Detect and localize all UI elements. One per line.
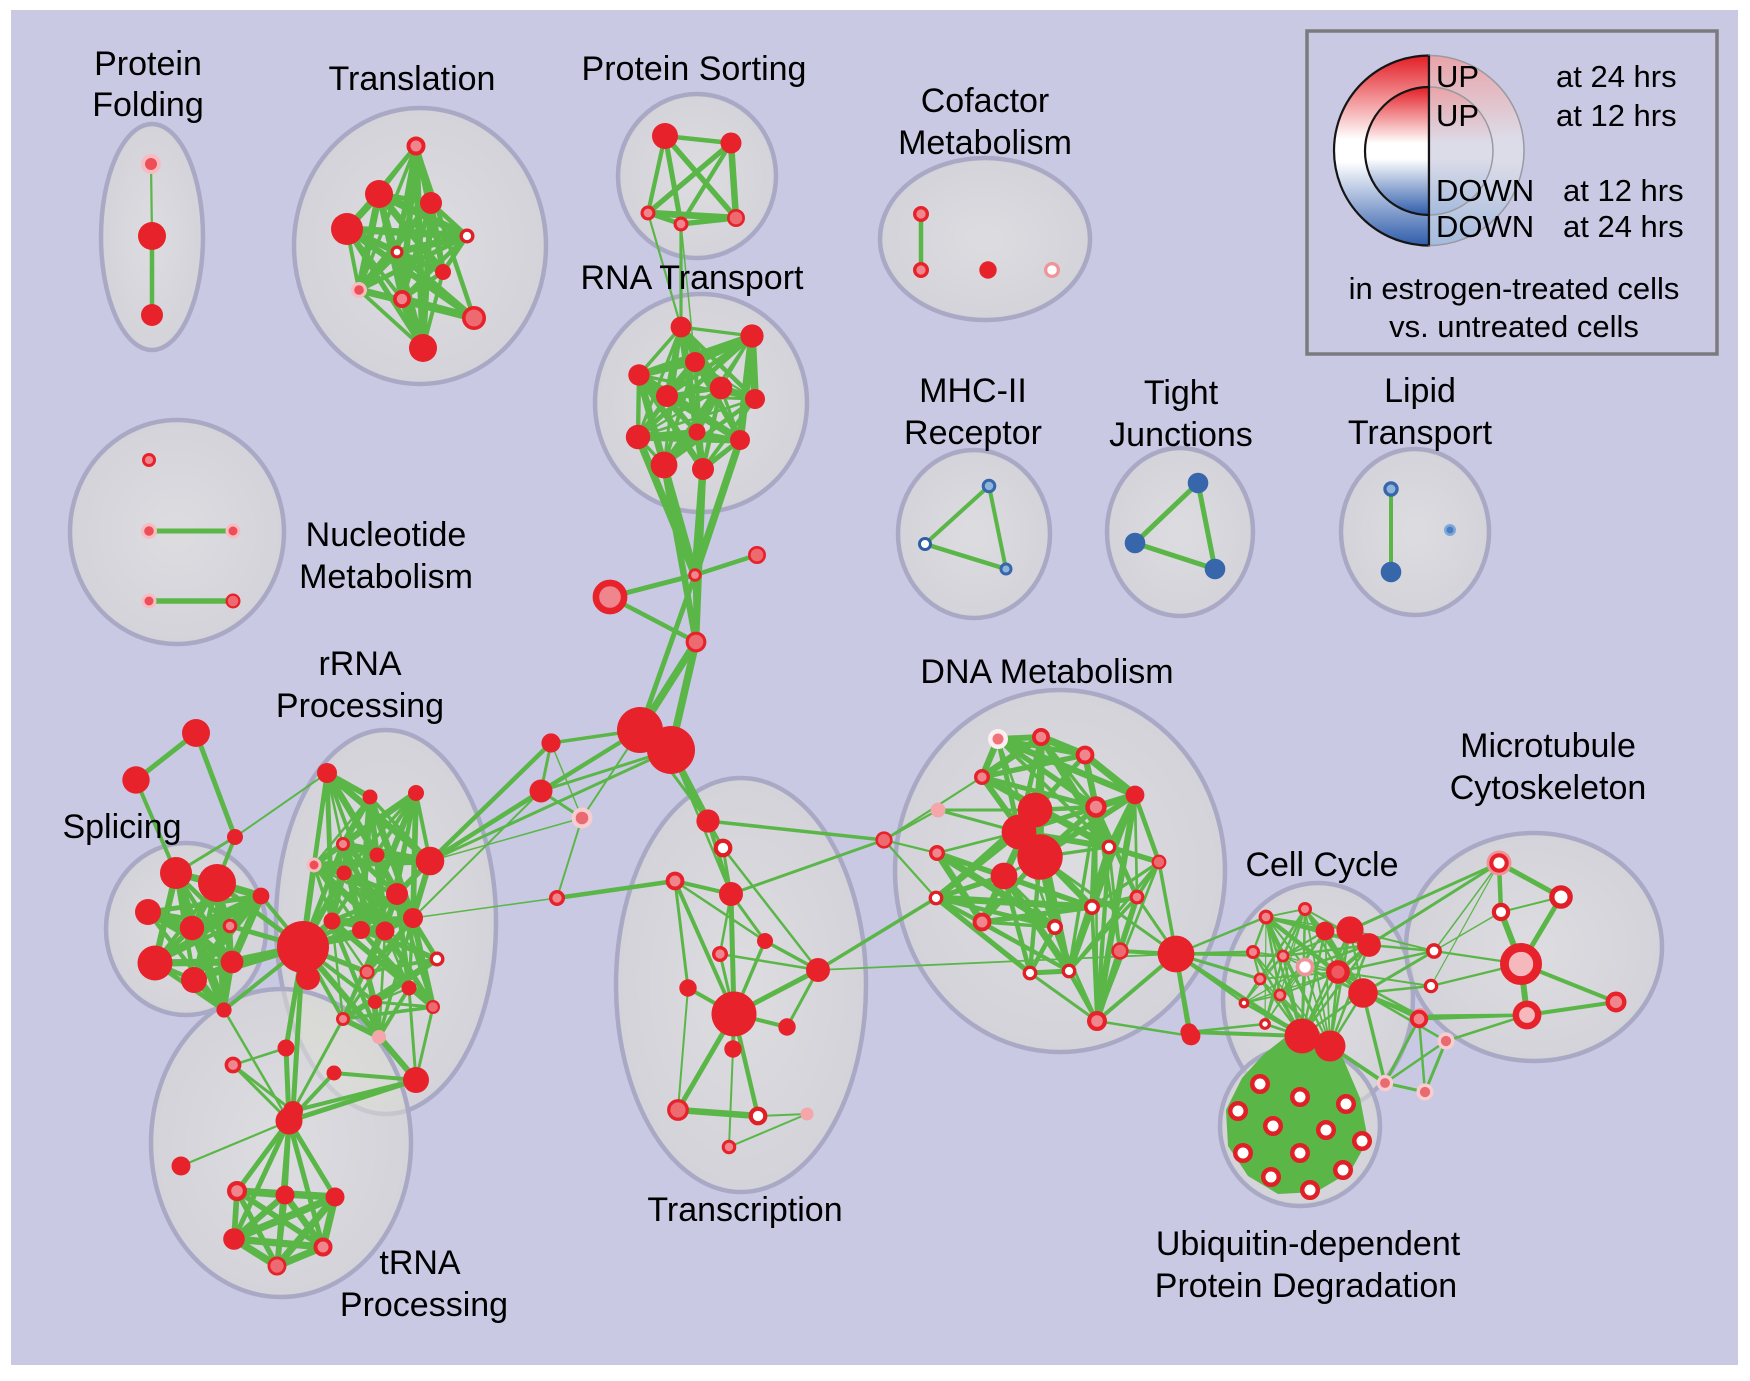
svg-text:Transport: Transport [1348,414,1493,452]
svg-text:RNA Transport: RNA Transport [581,259,805,297]
svg-text:Cytoskeleton: Cytoskeleton [1450,769,1647,807]
svg-text:Protein: Protein [94,45,202,83]
svg-text:UP: UP [1436,98,1479,133]
svg-text:Processing: Processing [340,1286,508,1324]
svg-text:Microtubule: Microtubule [1460,727,1636,765]
svg-text:Protein Sorting: Protein Sorting [582,50,807,88]
svg-text:rRNA: rRNA [318,645,401,683]
svg-text:Folding: Folding [92,86,204,124]
svg-text:Processing: Processing [276,687,444,725]
svg-text:Nucleotide: Nucleotide [306,516,467,554]
svg-text:DOWN: DOWN [1436,173,1534,208]
svg-text:Splicing: Splicing [62,808,181,846]
svg-text:Tight: Tight [1144,374,1219,412]
svg-text:Junctions: Junctions [1109,416,1253,454]
svg-text:at 12 hrs: at 12 hrs [1563,173,1684,208]
svg-text:Cell Cycle: Cell Cycle [1245,846,1398,884]
svg-text:DOWN: DOWN [1436,209,1534,244]
svg-text:UP: UP [1436,59,1479,94]
svg-text:Cofactor: Cofactor [921,82,1050,120]
svg-text:at 24 hrs: at 24 hrs [1563,209,1684,244]
svg-text:Translation: Translation [329,60,496,98]
svg-text:Metabolism: Metabolism [898,124,1072,162]
svg-text:Ubiquitin-dependent: Ubiquitin-dependent [1156,1225,1461,1263]
svg-text:Transcription: Transcription [647,1191,842,1229]
svg-text:Receptor: Receptor [904,414,1042,452]
svg-text:Protein Degradation: Protein Degradation [1155,1267,1457,1305]
svg-text:Lipid: Lipid [1384,372,1456,410]
svg-text:in estrogen-treated cells: in estrogen-treated cells [1349,271,1680,306]
svg-text:at 12 hrs: at 12 hrs [1556,98,1677,133]
svg-text:Metabolism: Metabolism [299,558,473,596]
svg-text:at 24 hrs: at 24 hrs [1556,59,1677,94]
svg-text:MHC-II: MHC-II [919,372,1027,410]
svg-text:DNA Metabolism: DNA Metabolism [920,653,1173,691]
svg-text:vs. untreated cells: vs. untreated cells [1389,309,1639,344]
svg-text:tRNA: tRNA [379,1244,461,1282]
